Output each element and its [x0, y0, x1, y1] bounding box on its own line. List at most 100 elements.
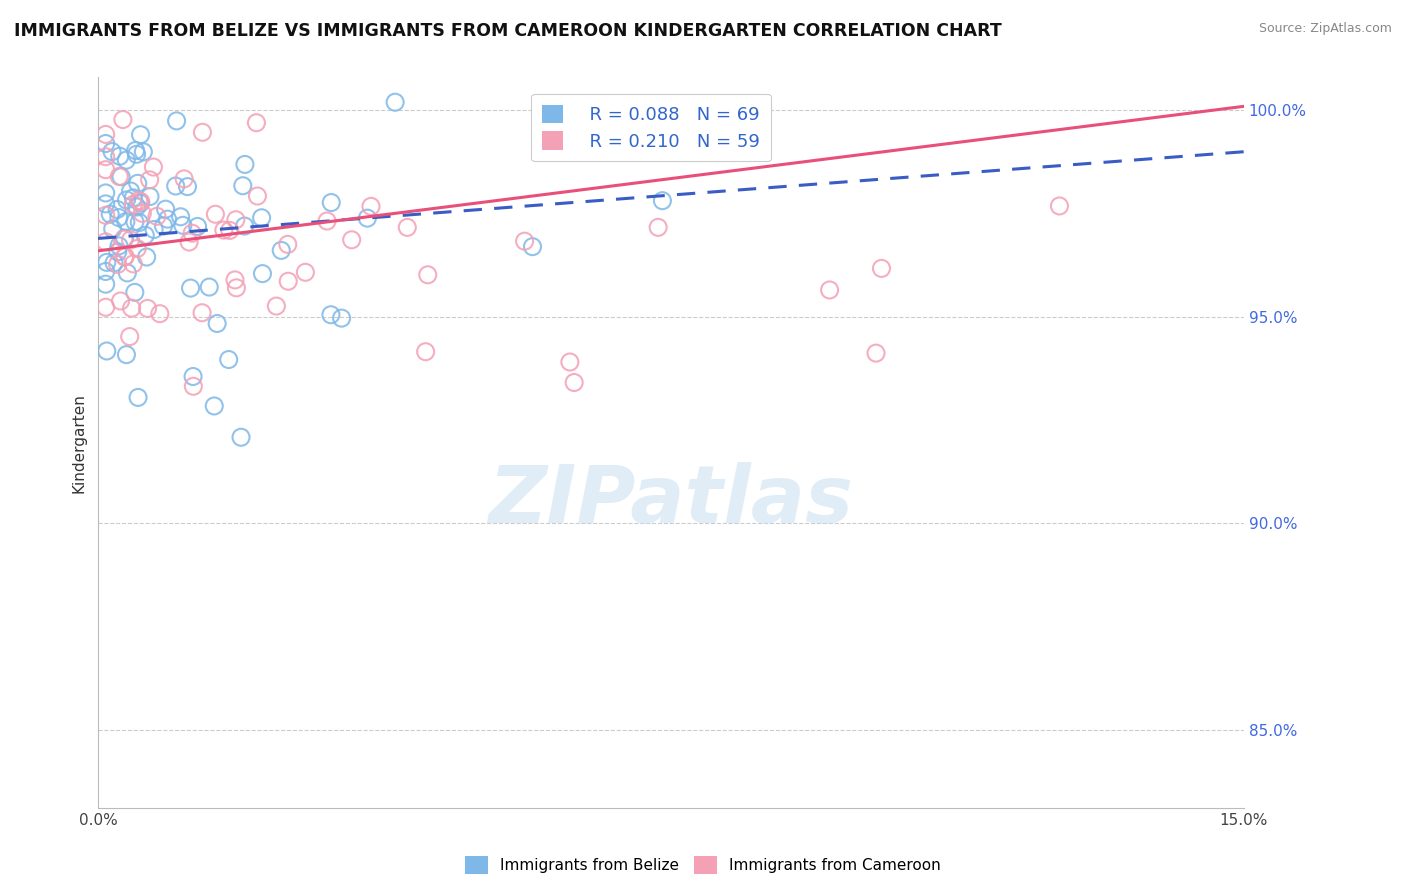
Point — [266, 299, 288, 313]
Point — [94, 128, 117, 142]
Point — [115, 193, 138, 207]
Point — [114, 250, 136, 264]
Point — [198, 280, 221, 294]
Point — [112, 232, 135, 246]
Point — [103, 256, 125, 270]
Point — [250, 211, 273, 225]
Point — [865, 346, 887, 360]
Point — [166, 114, 188, 128]
Point — [651, 194, 673, 208]
Point — [183, 379, 205, 393]
Y-axis label: Kindergarten: Kindergarten — [72, 392, 86, 492]
Point — [136, 301, 159, 316]
Point — [94, 186, 117, 200]
Point — [127, 177, 149, 191]
Point — [181, 226, 204, 240]
Point — [205, 317, 228, 331]
Point — [165, 179, 187, 194]
Point — [155, 202, 177, 217]
Point — [356, 211, 378, 226]
Point — [321, 195, 343, 210]
Point — [108, 149, 131, 163]
Point — [415, 344, 437, 359]
Legend:   R = 0.088   N = 69,   R = 0.210   N = 59: R = 0.088 N = 69, R = 0.210 N = 59 — [531, 94, 770, 161]
Point — [173, 172, 195, 186]
Point — [108, 169, 131, 184]
Point — [94, 264, 117, 278]
Point — [169, 210, 191, 224]
Point — [172, 219, 194, 233]
Point — [129, 128, 152, 142]
Point — [131, 206, 153, 220]
Point — [105, 202, 128, 217]
Point — [108, 211, 131, 225]
Point — [224, 273, 246, 287]
Point — [1049, 199, 1071, 213]
Point — [129, 194, 152, 209]
Point — [277, 237, 299, 252]
Point — [118, 329, 141, 343]
Point — [124, 215, 146, 229]
Point — [107, 257, 129, 271]
Point — [218, 223, 240, 237]
Point — [316, 214, 339, 228]
Point — [114, 231, 136, 245]
Point — [115, 214, 138, 228]
Point — [94, 162, 117, 177]
Point — [384, 95, 406, 110]
Point — [277, 274, 299, 288]
Point — [562, 376, 585, 390]
Point — [94, 277, 117, 292]
Point — [270, 244, 292, 258]
Point — [149, 307, 172, 321]
Point — [124, 144, 146, 158]
Point — [319, 308, 342, 322]
Point — [117, 266, 139, 280]
Point — [127, 391, 149, 405]
Point — [115, 348, 138, 362]
Point — [127, 242, 149, 256]
Point — [212, 223, 235, 237]
Text: Source: ZipAtlas.com: Source: ZipAtlas.com — [1258, 22, 1392, 36]
Point — [94, 136, 117, 151]
Point — [202, 399, 225, 413]
Point — [340, 233, 363, 247]
Point — [143, 222, 166, 236]
Text: IMMIGRANTS FROM BELIZE VS IMMIGRANTS FROM CAMEROON KINDERGARTEN CORRELATION CHAR: IMMIGRANTS FROM BELIZE VS IMMIGRANTS FRO… — [14, 22, 1002, 40]
Point — [179, 235, 201, 249]
Point — [122, 197, 145, 211]
Point — [233, 157, 256, 171]
Point — [218, 352, 240, 367]
Point — [191, 125, 214, 139]
Point — [101, 222, 124, 236]
Point — [818, 283, 841, 297]
Point — [94, 300, 117, 314]
Point — [122, 191, 145, 205]
Point — [233, 219, 256, 233]
Point — [96, 343, 118, 358]
Point — [181, 369, 204, 384]
Point — [191, 306, 214, 320]
Text: ZIPatlas: ZIPatlas — [488, 462, 853, 541]
Point — [132, 145, 155, 159]
Point — [513, 234, 536, 248]
Point — [107, 244, 129, 259]
Point — [94, 235, 117, 249]
Point — [156, 212, 179, 227]
Point — [142, 160, 165, 174]
Point — [180, 281, 202, 295]
Point — [124, 285, 146, 300]
Point — [187, 219, 209, 234]
Point — [115, 153, 138, 168]
Point — [101, 145, 124, 159]
Point — [232, 178, 254, 193]
Point — [120, 233, 142, 247]
Point — [146, 210, 169, 224]
Point — [129, 196, 152, 211]
Point — [125, 200, 148, 214]
Point — [135, 250, 157, 264]
Point — [110, 293, 132, 308]
Point — [96, 255, 118, 269]
Point — [128, 194, 150, 208]
Point — [647, 220, 669, 235]
